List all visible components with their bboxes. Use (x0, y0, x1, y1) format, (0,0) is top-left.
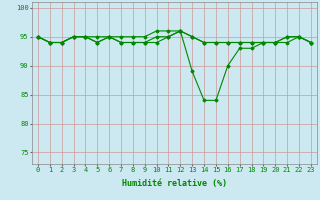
X-axis label: Humidité relative (%): Humidité relative (%) (122, 179, 227, 188)
